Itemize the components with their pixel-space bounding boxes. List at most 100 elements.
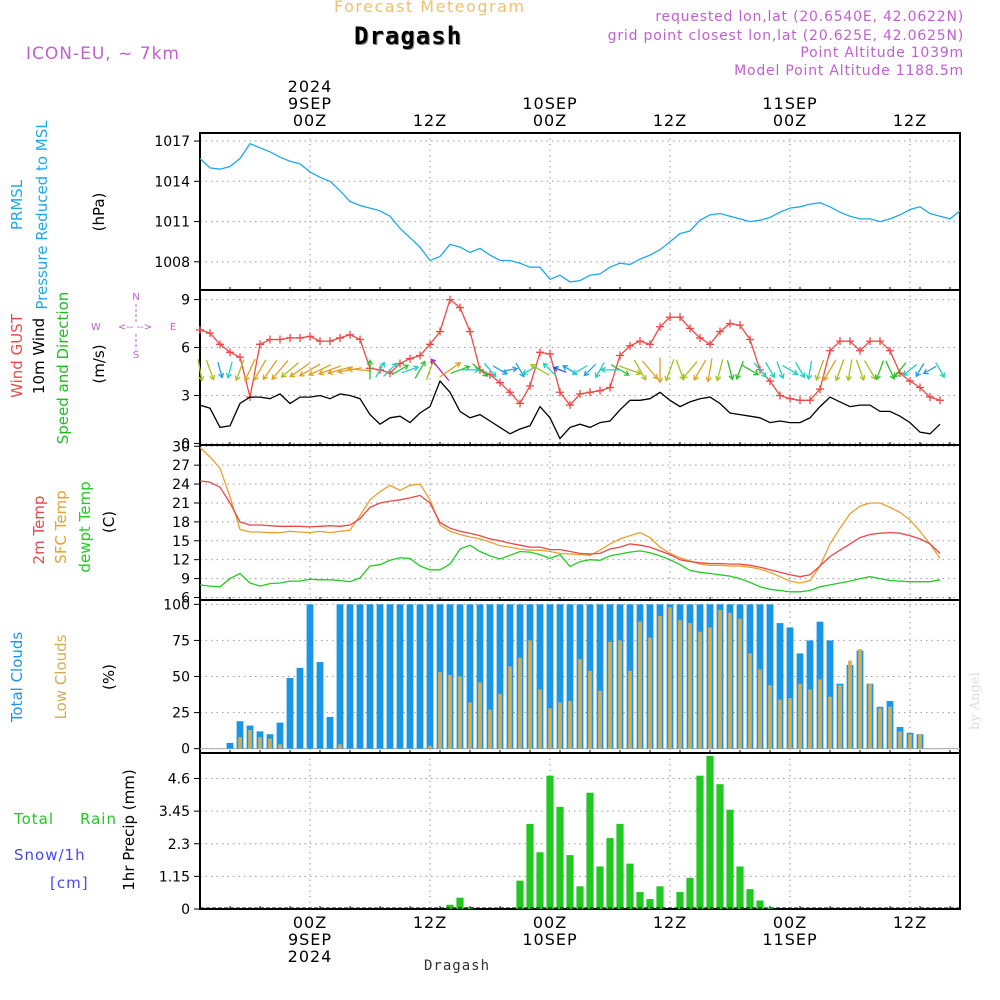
wind-direction-arrow [262,360,278,381]
low-cloud-bar [838,685,842,749]
rain-bar [616,823,624,909]
ylabel-precip: 1hr Precip (mm) [120,769,138,890]
wind-direction-arrow [874,360,885,381]
wind-direction-arrow [656,357,664,384]
time-label-bottom: 11SEP [762,930,817,949]
wind-direction-arrow [515,362,525,378]
total-cloud-bar [566,604,574,749]
total-cloud-bar [306,604,314,749]
gust-marker [736,321,744,330]
low-cloud-bar [508,666,512,749]
rain-bar [686,877,694,909]
low-cloud-bar [518,657,522,749]
ylabel-low-clouds: Low Clouds [52,634,70,719]
wind-direction-arrow [765,362,776,379]
gust-marker [436,327,444,336]
y-tick-label: 0 [181,436,190,452]
total-cloud-bar [596,604,604,749]
rain-bar [636,891,644,909]
total-cloud-bar [416,604,424,749]
total-cloud-bar [236,721,244,749]
wind-direction-arrow [289,362,311,378]
rain-bar [706,755,714,909]
footer-location: Dragash [424,958,491,974]
ylabel-wind-direction: Speed and Direction [54,292,72,445]
low-cloud-bar [738,618,742,749]
wind-direction-arrow [922,365,937,375]
gust-marker [846,337,854,346]
pressure-series-prmsl [199,142,961,283]
low-cloud-bar [858,649,862,749]
time-label-bottom: 2024 [288,947,333,966]
time-label-bottom: 12Z [653,913,687,932]
y-tick-label: 18 [172,515,190,531]
rain-bar [716,784,724,909]
rain-bar [576,886,584,909]
low-cloud-bar [648,637,652,749]
low-cloud-bar [558,702,562,749]
wind-direction-arrow [642,360,659,380]
gust-marker [426,340,434,349]
rain-bar [726,809,734,909]
total-cloud-bar [346,604,354,749]
rain-bar [676,891,684,909]
ylabel-wind: 10m Wind [30,318,48,394]
y-tick-label: 1014 [154,174,190,190]
gust-marker [766,377,774,386]
time-label-top: 9SEP [288,94,332,113]
total-cloud-bar [356,604,364,749]
total-cloud-bar [786,627,794,749]
ylabel-clouds-unit: (%) [100,664,118,690]
wind-direction-arrow [735,360,744,381]
wind-direction-arrow [401,365,420,374]
wind-series-gust [199,298,941,407]
low-cloud-bar [238,737,242,749]
y-tick-label: 2.3 [168,837,190,853]
total-cloud-bar [776,623,784,749]
wind-direction-arrow [307,364,332,377]
total-cloud-bar [546,604,554,749]
rain-bar [736,866,744,909]
gust-marker [396,359,404,368]
total-cloud-bar [286,677,294,749]
gust-marker [466,327,474,336]
rain-bar [746,889,754,909]
wind-direction-arrow [741,364,760,376]
rain-bar [526,823,534,909]
wind-direction-arrow [805,360,813,381]
gust-marker [746,335,754,344]
temperature-frame [199,444,961,601]
wind-direction-arrow [814,359,825,382]
gust-marker [416,351,424,360]
gust-marker [636,337,644,346]
low-cloud-bar [828,696,832,749]
gust-marker [666,313,674,322]
low-cloud-bar [868,683,872,749]
low-cloud-bar [608,641,612,749]
total-cloud-bar [376,604,384,749]
total-cloud-bar [276,722,284,749]
low-cloud-bar [488,709,492,749]
wind-direction-arrow [795,362,806,379]
low-cloud-bar [668,607,672,749]
low-cloud-bar [248,729,252,749]
gust-marker [256,340,264,349]
time-label-top: 12Z [893,111,927,130]
wind-direction-arrow [439,362,462,378]
wind-direction-arrow [619,365,642,376]
compass-west: W [91,322,101,333]
total-cloud-bar [466,604,474,749]
total-cloud-bar [316,662,324,749]
gust-marker [696,333,704,342]
wind-direction-arrow [885,360,896,381]
wind-direction-arrow [253,359,267,382]
ylabel-pressure: Pressure Reduced to MSL [33,120,51,310]
wind-direction-arrow [298,363,321,377]
y-tick-label: 1017 [154,134,190,150]
wind-direction-arrow [693,359,707,381]
gust-marker [216,340,224,349]
total-cloud-bar [766,604,774,749]
gust-marker [206,329,214,338]
wind-direction-arrow [375,361,385,378]
total-cloud-bar [366,604,374,749]
